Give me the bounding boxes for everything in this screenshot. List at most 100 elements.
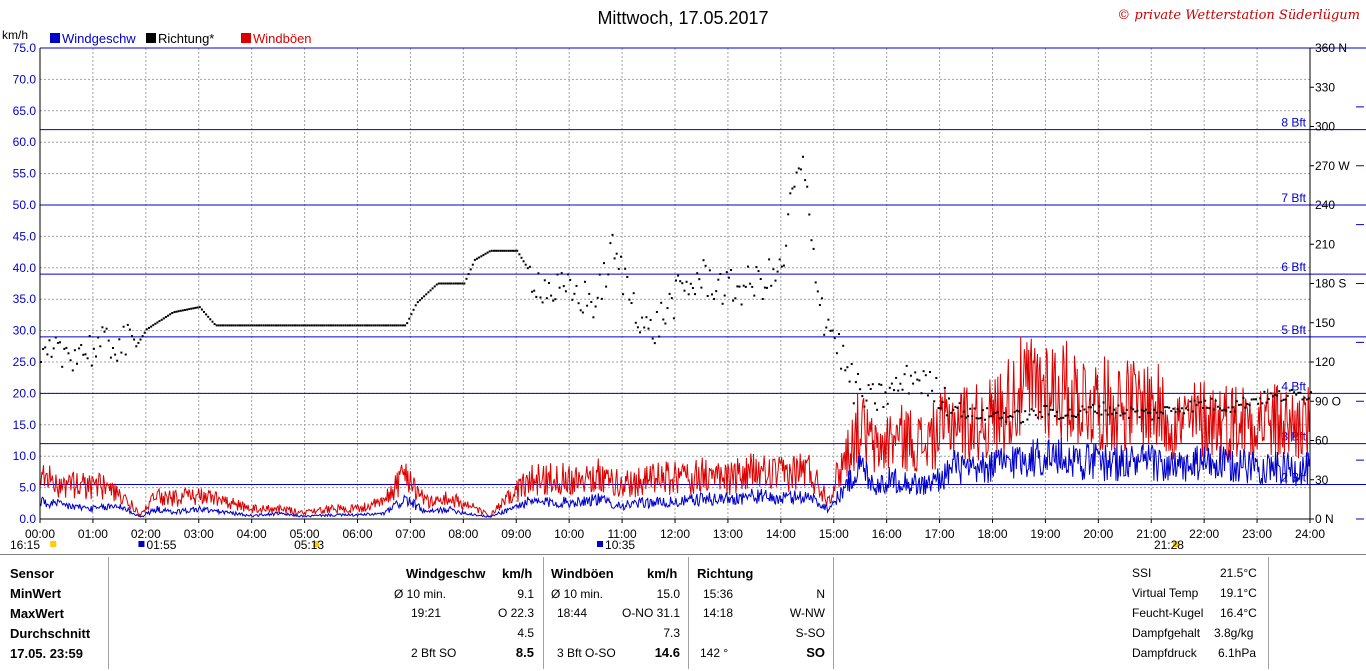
direction-point xyxy=(423,295,426,298)
direction-point xyxy=(109,356,112,359)
direction-point xyxy=(632,292,635,295)
direction-point xyxy=(509,249,512,252)
direction-point xyxy=(431,287,434,290)
direction-point xyxy=(459,282,462,285)
direction-point xyxy=(643,326,646,329)
direction-point xyxy=(808,213,811,216)
direction-point xyxy=(757,270,760,273)
direction-point xyxy=(986,407,989,410)
direction-point xyxy=(960,415,963,418)
direction-point xyxy=(876,408,879,411)
y-tick-label: 15.0 xyxy=(13,418,37,432)
direction-point xyxy=(1204,399,1207,402)
windboeen-avg: 7.3 xyxy=(663,626,680,640)
direction-point xyxy=(289,324,292,327)
direction-point xyxy=(332,324,335,327)
x-tick-label: 18:00 xyxy=(977,527,1007,541)
direction-point xyxy=(584,280,586,283)
windboeen-unit: km/h xyxy=(647,566,678,581)
direction-point xyxy=(1058,417,1061,420)
legend-swatch-windgeschw xyxy=(50,33,60,43)
direction-point xyxy=(1214,399,1217,402)
direction-point xyxy=(342,324,345,327)
direction-point xyxy=(1062,416,1065,419)
direction-point xyxy=(285,324,288,327)
direction-point xyxy=(154,322,157,325)
direction-point xyxy=(613,257,616,260)
direction-point xyxy=(727,276,730,279)
direction-point xyxy=(766,286,768,289)
direction-point xyxy=(128,328,131,331)
direction-point xyxy=(183,309,186,311)
direction-point xyxy=(253,324,256,327)
direction-point xyxy=(789,192,792,195)
summary-table: Sensor MinWert MaxWert Durchschnitt 17.0… xyxy=(0,554,1366,671)
windboeen-max-time: 18:44 xyxy=(557,606,588,620)
direction-point xyxy=(1085,411,1088,414)
direction-point xyxy=(484,252,487,255)
direction-point xyxy=(922,370,925,373)
direction-point xyxy=(346,324,349,327)
direction-point xyxy=(1276,394,1279,397)
direction-point xyxy=(1104,409,1107,412)
direction-point xyxy=(158,320,161,323)
direction-point xyxy=(1106,413,1109,416)
direction-point xyxy=(1310,391,1312,394)
direction-point xyxy=(112,347,114,349)
direction-point xyxy=(495,249,498,252)
direction-point xyxy=(465,277,468,280)
direction-point xyxy=(173,311,176,314)
direction-point xyxy=(626,276,629,278)
x-tick-label: 01:00 xyxy=(78,527,108,541)
direction-point xyxy=(628,298,631,301)
direction-point xyxy=(463,282,466,285)
direction-point xyxy=(448,282,451,285)
direction-point xyxy=(222,324,224,327)
direction-point xyxy=(476,257,478,260)
direction-point xyxy=(1121,412,1124,415)
direction-point xyxy=(203,310,205,313)
direction-point xyxy=(42,348,45,350)
direction-point xyxy=(160,318,163,321)
direction-point xyxy=(164,316,167,318)
copyright-text: © private Wetterstation Süderlügum xyxy=(1117,8,1360,23)
direction-point xyxy=(1274,393,1276,396)
direction-point xyxy=(150,325,153,328)
direction-point xyxy=(323,324,326,327)
direction-point xyxy=(205,313,208,316)
direction-point xyxy=(658,335,661,338)
x-tick-label: 21:00 xyxy=(1136,527,1166,541)
direction-point xyxy=(573,292,576,295)
direction-point xyxy=(768,258,771,261)
legend-label-windgeschw: Windgeschw xyxy=(62,31,136,46)
direction-point xyxy=(1089,406,1092,409)
direction-point xyxy=(884,391,887,394)
direction-point xyxy=(753,294,756,297)
direction-point xyxy=(486,251,489,254)
marker-time: 05:13 xyxy=(294,538,324,552)
direction-point xyxy=(1151,418,1154,421)
y-tick-label: 45.0 xyxy=(13,229,37,243)
direction-point xyxy=(774,279,777,282)
direction-point xyxy=(217,324,220,327)
x-tick-label: 24:00 xyxy=(1295,527,1325,541)
direction-point xyxy=(325,324,328,327)
direction-point xyxy=(1178,410,1181,413)
direction-point xyxy=(579,309,582,312)
direction-point xyxy=(929,371,931,373)
direction-point xyxy=(694,293,696,296)
direction-point xyxy=(442,282,445,285)
direction-point xyxy=(264,324,267,327)
y2-tick-label: 300 xyxy=(1315,120,1335,134)
direction-point xyxy=(846,366,849,369)
direction-point xyxy=(736,285,739,288)
extra-label-feucht-kugel: Feucht-Kugel xyxy=(1132,606,1204,620)
extra-value-dampfdruck: 6.1hPa xyxy=(1218,646,1257,660)
direction-point xyxy=(425,293,428,296)
direction-point xyxy=(1064,414,1067,417)
direction-point xyxy=(609,242,612,245)
direction-point xyxy=(435,283,438,286)
direction-point xyxy=(698,278,701,281)
direction-point xyxy=(512,249,514,252)
direction-point xyxy=(1187,408,1190,411)
